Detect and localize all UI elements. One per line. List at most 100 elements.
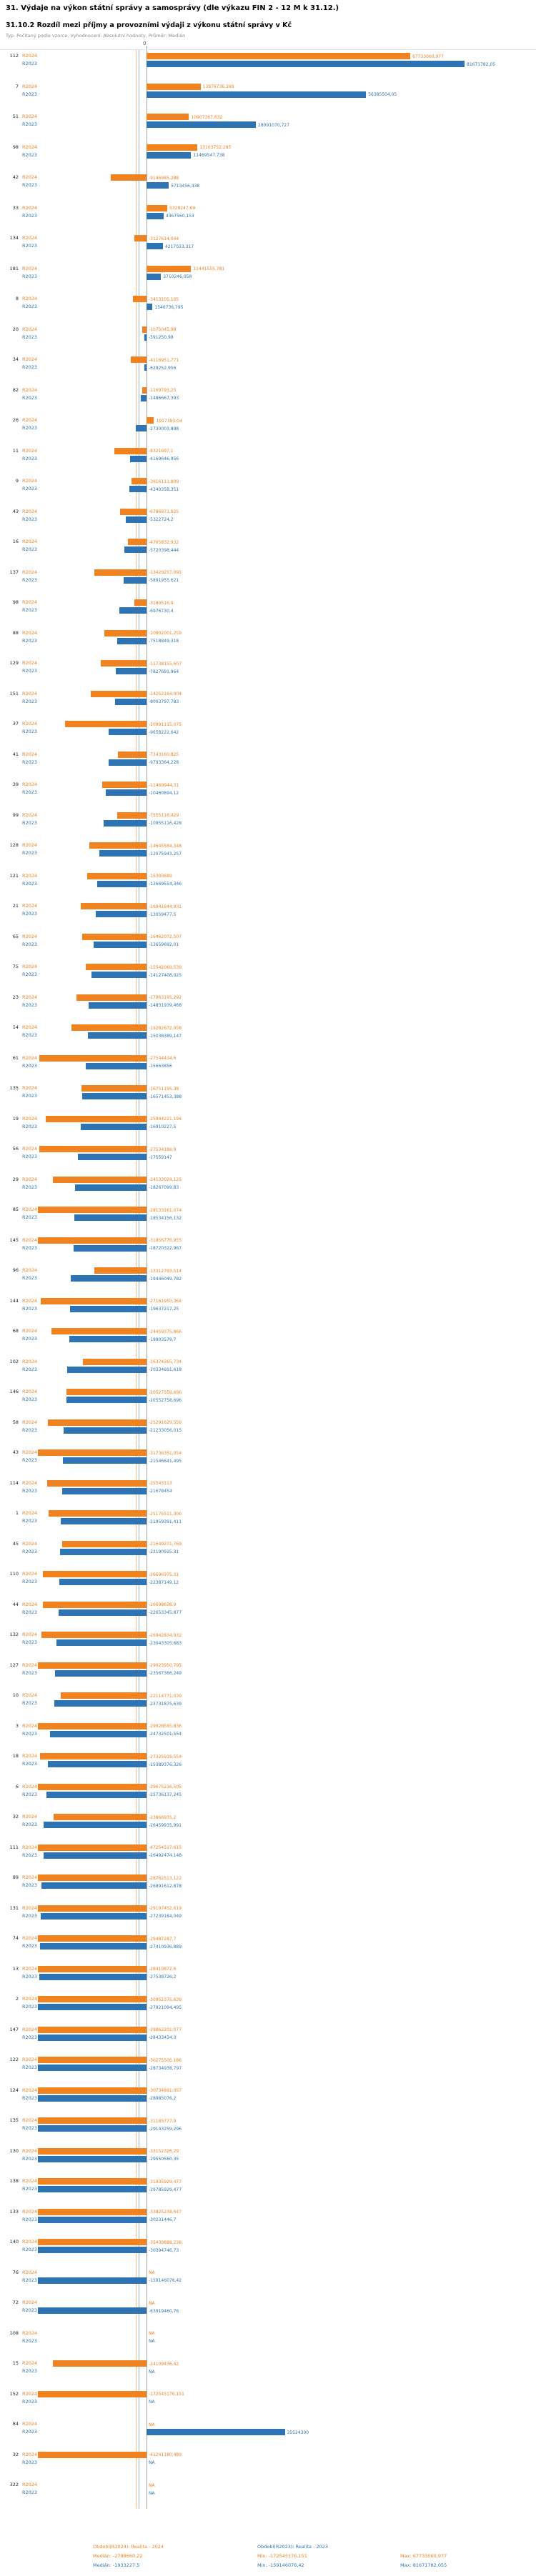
- r2023-bar[interactable]: [106, 789, 147, 796]
- r2024-bar[interactable]: [147, 204, 168, 211]
- r2024-bar[interactable]: [134, 599, 147, 606]
- r2024-bar[interactable]: [94, 1267, 147, 1274]
- r2023-bar[interactable]: [147, 121, 257, 128]
- r2024-bar[interactable]: [64, 721, 147, 727]
- r2024-bar[interactable]: [51, 1328, 147, 1334]
- r2023-bar[interactable]: [46, 1791, 147, 1798]
- r2024-bar[interactable]: [46, 1479, 147, 1487]
- r2024-bar[interactable]: [38, 2208, 147, 2215]
- r2024-bar[interactable]: [80, 903, 147, 909]
- r2023-bar[interactable]: [147, 182, 169, 189]
- r2023-bar[interactable]: [147, 91, 367, 98]
- r2024-bar[interactable]: [38, 1844, 147, 1851]
- r2023-bar[interactable]: [38, 2125, 147, 2132]
- r2024-bar[interactable]: [62, 1540, 147, 1547]
- r2023-bar[interactable]: [96, 880, 147, 887]
- r2024-bar[interactable]: [76, 994, 147, 1001]
- r2023-bar[interactable]: [69, 1336, 147, 1342]
- r2023-bar[interactable]: [41, 1882, 147, 1889]
- r2023-bar[interactable]: [147, 304, 153, 310]
- r2024-bar[interactable]: [38, 2390, 147, 2397]
- r2023-bar[interactable]: [91, 972, 147, 978]
- r2024-bar[interactable]: [147, 265, 192, 272]
- r2024-bar[interactable]: [147, 144, 198, 151]
- r2024-bar[interactable]: [38, 2147, 147, 2155]
- r2024-bar[interactable]: [38, 1207, 147, 1213]
- r2023-bar[interactable]: [140, 394, 147, 401]
- r2024-bar[interactable]: [117, 751, 147, 758]
- r2023-bar[interactable]: [123, 576, 147, 584]
- r2023-bar[interactable]: [38, 2216, 147, 2223]
- r2023-bar[interactable]: [116, 668, 147, 674]
- r2023-bar[interactable]: [38, 2247, 147, 2253]
- r2024-bar[interactable]: [38, 1965, 147, 1972]
- r2023-bar[interactable]: [75, 1184, 147, 1191]
- r2023-bar[interactable]: [40, 1912, 147, 1919]
- r2023-bar[interactable]: [54, 1669, 147, 1677]
- r2023-bar[interactable]: [78, 1154, 147, 1160]
- r2023-bar[interactable]: [64, 1427, 147, 1434]
- r2024-bar[interactable]: [134, 235, 147, 241]
- r2023-bar[interactable]: [43, 1822, 147, 1828]
- r2023-bar[interactable]: [147, 151, 192, 159]
- r2024-bar[interactable]: [128, 539, 147, 545]
- r2024-bar[interactable]: [38, 1237, 147, 1244]
- r2024-bar[interactable]: [101, 660, 147, 667]
- r2023-bar[interactable]: [58, 1609, 147, 1616]
- r2023-bar[interactable]: [56, 1639, 147, 1646]
- r2023-bar[interactable]: [147, 212, 164, 219]
- r2023-bar[interactable]: [38, 2004, 147, 2010]
- r2023-bar[interactable]: [95, 911, 147, 917]
- r2024-bar[interactable]: [82, 933, 147, 940]
- r2023-bar[interactable]: [125, 516, 147, 523]
- r2023-bar[interactable]: [66, 1397, 147, 1403]
- r2023-bar[interactable]: [136, 425, 147, 431]
- r2023-bar[interactable]: [38, 2186, 147, 2192]
- r2023-bar[interactable]: [61, 1518, 147, 1524]
- r2024-bar[interactable]: [91, 690, 147, 697]
- r2024-bar[interactable]: [147, 53, 411, 59]
- r2023-bar[interactable]: [89, 1002, 147, 1009]
- r2023-bar[interactable]: [93, 941, 147, 948]
- r2023-bar[interactable]: [88, 1032, 147, 1039]
- r2023-bar[interactable]: [47, 1761, 147, 1767]
- r2024-bar[interactable]: [38, 2087, 147, 2094]
- r2024-bar[interactable]: [53, 1814, 147, 1820]
- r2023-bar[interactable]: [39, 1973, 147, 1980]
- r2024-bar[interactable]: [89, 842, 147, 849]
- r2024-bar[interactable]: [38, 1935, 147, 1942]
- r2024-bar[interactable]: [60, 1692, 147, 1699]
- r2024-bar[interactable]: [38, 1874, 147, 1881]
- r2024-bar[interactable]: [147, 417, 154, 424]
- r2024-bar[interactable]: [82, 1358, 147, 1365]
- r2024-bar[interactable]: [40, 1753, 147, 1759]
- r2024-bar[interactable]: [38, 1783, 147, 1790]
- r2023-bar[interactable]: [144, 334, 147, 341]
- r2023-bar[interactable]: [70, 1305, 147, 1312]
- r2024-bar[interactable]: [38, 2026, 147, 2033]
- r2024-bar[interactable]: [81, 1085, 147, 1092]
- r2024-bar[interactable]: [116, 812, 147, 819]
- r2023-bar[interactable]: [61, 1487, 147, 1494]
- r2024-bar[interactable]: [38, 1662, 147, 1669]
- r2023-bar[interactable]: [81, 1093, 147, 1099]
- r2023-bar[interactable]: [38, 2034, 147, 2041]
- r2024-bar[interactable]: [48, 1419, 147, 1426]
- r2023-bar[interactable]: [38, 2095, 147, 2102]
- r2024-bar[interactable]: [42, 1601, 147, 1608]
- r2024-bar[interactable]: [86, 964, 147, 970]
- r2023-bar[interactable]: [54, 1700, 147, 1707]
- r2024-bar[interactable]: [38, 2117, 147, 2124]
- r2023-bar[interactable]: [147, 243, 163, 249]
- r2024-bar[interactable]: [142, 326, 147, 333]
- r2024-bar[interactable]: [114, 447, 147, 454]
- r2024-bar[interactable]: [120, 508, 147, 515]
- r2024-bar[interactable]: [130, 356, 147, 363]
- r2024-bar[interactable]: [45, 1115, 147, 1122]
- r2023-bar[interactable]: [129, 486, 147, 492]
- r2024-bar[interactable]: [38, 1996, 147, 2002]
- r2023-bar[interactable]: [144, 364, 147, 371]
- r2024-bar[interactable]: [39, 1054, 147, 1062]
- r2023-bar[interactable]: [62, 1457, 147, 1464]
- r2024-bar[interactable]: [38, 2239, 147, 2245]
